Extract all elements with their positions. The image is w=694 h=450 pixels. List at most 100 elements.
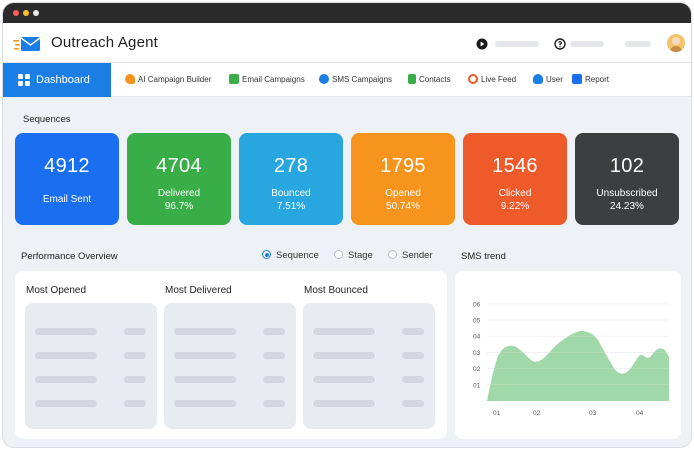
placeholder-line [263,400,285,407]
window-titlebar [3,3,691,23]
placeholder-line [35,376,97,383]
app-header: Outreach Agent [3,23,691,63]
placeholder-line [402,400,424,407]
y-tick-label: 05 [473,318,481,325]
stat-value: 278 [273,155,309,177]
user-icon [533,74,543,84]
most-delivered-list [164,303,296,429]
app-title: Outreach Agent [51,34,159,51]
radio-sequence[interactable]: Sequence [262,250,319,261]
placeholder-line [35,352,97,359]
radio-sender[interactable]: Sender [388,250,433,261]
nav-item-user[interactable]: User [533,73,563,87]
y-tick-label: 06 [473,301,481,308]
stat-label: Delivered [157,188,201,199]
close-window-dot[interactable] [13,10,19,16]
rocket-icon [125,74,135,84]
stat-value: 102 [609,155,645,177]
most-delivered-title: Most Delivered [165,285,232,296]
placeholder-line [402,376,424,383]
header-placeholder-bar [570,41,604,47]
nav-item-label: Dashboard [36,74,90,86]
x-tick-label: 01 [493,410,501,417]
stat-card-unsubscribed[interactable]: 102 Unsubscribed 24.23% [575,133,679,225]
envelope-icon [229,74,239,84]
chat-bubble-icon [319,74,329,84]
stat-value: 4704 [156,155,202,177]
stat-percentage: 7.51% [276,201,306,212]
radio-stage[interactable]: Stage [334,250,373,261]
sms-trend-area [487,330,669,401]
placeholder-line [313,328,375,335]
placeholder-line [263,376,285,383]
nav-item-email-campaigns[interactable]: Email Campaigns [229,73,305,87]
help-circle-icon[interactable] [554,38,566,50]
placeholder-line [402,352,424,359]
nav-item-report[interactable]: Report [572,73,609,87]
placeholder-line [35,400,97,407]
stat-percentage: 96.7% [164,201,194,212]
placeholder-line [313,400,375,407]
main-nav: Dashboard AI Campaign Builder Email Camp… [3,63,691,97]
stat-label: Bounced [271,188,311,199]
sms-trend-chart: 01 02 03 04 05 06 01 02 03 04 [473,301,669,417]
stat-percentage: 9.22% [500,201,530,212]
play-circle-icon[interactable] [476,38,488,50]
sms-trend-heading: SMS trend [461,251,506,262]
placeholder-line [313,376,375,383]
minimize-window-dot[interactable] [23,10,29,16]
stat-percentage: 50.74% [386,201,420,212]
performance-overview-heading: Performance Overview [21,251,118,262]
maximize-window-dot[interactable] [33,10,39,16]
stat-percentage: 24.23% [610,201,644,212]
placeholder-line [263,328,285,335]
stat-label: Email Sent [42,194,92,205]
dashboard-grid-icon [18,74,30,86]
x-tick-label: 04 [636,410,644,417]
stat-label: Clicked [498,188,532,199]
most-bounced-list [303,303,435,429]
placeholder-line [124,400,146,407]
nav-item-dashboard[interactable]: Dashboard [3,63,111,97]
stat-label: Unsubscribed [596,188,658,199]
x-tick-label: 03 [589,410,597,417]
stat-value: 1795 [380,155,426,177]
nav-item-sms-campaigns[interactable]: SMS Campaigns [319,73,392,87]
placeholder-line [402,328,424,335]
placeholder-line [35,328,97,335]
placeholder-line [313,352,375,359]
stat-card-clicked[interactable]: 1546 Clicked 9.22% [463,133,567,225]
y-tick-label: 02 [473,366,481,373]
contacts-icon [408,74,416,84]
user-avatar[interactable] [667,34,685,52]
placeholder-line [174,400,236,407]
stat-value: 1546 [492,155,538,177]
placeholder-line [174,376,236,383]
x-tick-label: 02 [533,410,541,417]
envelope-logo-icon [13,37,41,51]
most-opened-title: Most Opened [26,285,87,296]
y-tick-label: 03 [473,350,481,357]
header-placeholder-bar [625,41,651,47]
stat-card-delivered[interactable]: 4704 Delivered 96.7% [127,133,231,225]
report-icon [572,74,582,84]
placeholder-line [174,352,236,359]
placeholder-line [263,352,285,359]
nav-item-live-feed[interactable]: Live Feed [468,73,516,87]
stat-card-opened[interactable]: 1795 Opened 50.74% [351,133,455,225]
placeholder-line [124,328,146,335]
stat-card-bounced[interactable]: 278 Bounced 7.51% [239,133,343,225]
most-bounced-title: Most Bounced [304,285,368,296]
nav-item-ai-campaign-builder[interactable]: AI Campaign Builder [125,73,211,87]
placeholder-line [174,328,236,335]
sequences-heading: Sequences [23,114,71,125]
placeholder-line [124,376,146,383]
nav-item-contacts[interactable]: Contacts [408,73,451,87]
stat-card-email-sent[interactable]: 4912 Email Sent [15,133,119,225]
broadcast-icon [468,74,478,84]
stat-label: Opened [385,188,421,199]
y-tick-label: 01 [473,382,481,389]
stat-value: 4912 [44,155,90,177]
placeholder-line [124,352,146,359]
header-placeholder-bar [495,41,539,47]
